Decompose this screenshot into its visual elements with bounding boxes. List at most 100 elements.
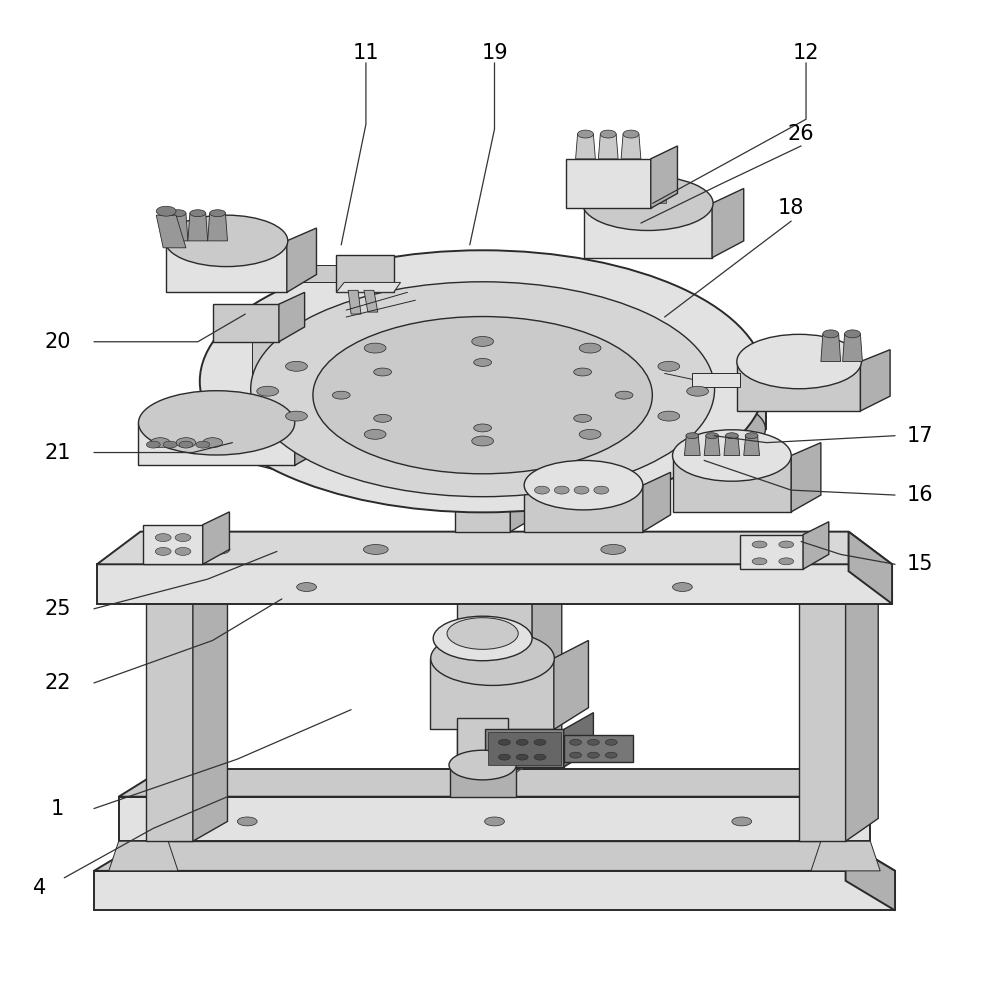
Polygon shape — [692, 373, 740, 387]
Ellipse shape — [155, 534, 171, 542]
Ellipse shape — [170, 210, 186, 217]
Ellipse shape — [578, 130, 593, 138]
Ellipse shape — [823, 330, 839, 338]
Ellipse shape — [753, 541, 767, 548]
Ellipse shape — [364, 343, 386, 353]
Ellipse shape — [570, 739, 582, 745]
Polygon shape — [485, 729, 564, 767]
Ellipse shape — [364, 545, 388, 554]
Polygon shape — [584, 203, 712, 258]
Polygon shape — [576, 134, 595, 159]
Ellipse shape — [605, 752, 617, 758]
Text: 12: 12 — [793, 43, 819, 63]
Polygon shape — [724, 436, 740, 455]
Polygon shape — [336, 255, 394, 292]
Text: 19: 19 — [482, 43, 507, 63]
Ellipse shape — [155, 547, 171, 555]
Polygon shape — [564, 735, 633, 762]
Ellipse shape — [286, 361, 308, 371]
Polygon shape — [193, 577, 227, 841]
Polygon shape — [597, 176, 613, 203]
Polygon shape — [554, 640, 588, 729]
Ellipse shape — [617, 173, 630, 179]
Ellipse shape — [686, 433, 698, 439]
Ellipse shape — [580, 343, 601, 353]
Ellipse shape — [175, 534, 191, 542]
Ellipse shape — [196, 441, 210, 448]
Polygon shape — [208, 213, 227, 241]
Text: 20: 20 — [45, 332, 70, 352]
Ellipse shape — [534, 754, 546, 760]
Polygon shape — [146, 604, 193, 769]
Polygon shape — [740, 535, 803, 569]
Polygon shape — [524, 485, 643, 532]
Text: 21: 21 — [45, 443, 70, 463]
Ellipse shape — [200, 369, 765, 489]
Ellipse shape — [313, 317, 653, 474]
Ellipse shape — [165, 215, 288, 267]
Ellipse shape — [593, 486, 609, 494]
Text: 11: 11 — [353, 43, 379, 63]
Polygon shape — [737, 362, 860, 411]
Ellipse shape — [431, 631, 554, 685]
Polygon shape — [166, 241, 287, 292]
Ellipse shape — [472, 336, 494, 346]
Text: 26: 26 — [788, 124, 814, 144]
Ellipse shape — [179, 441, 193, 448]
Polygon shape — [279, 292, 305, 342]
Text: 1: 1 — [50, 799, 64, 819]
Polygon shape — [791, 443, 821, 512]
Ellipse shape — [441, 410, 524, 448]
Ellipse shape — [535, 486, 550, 494]
Polygon shape — [811, 841, 880, 871]
Polygon shape — [119, 769, 870, 797]
Ellipse shape — [433, 616, 532, 661]
Ellipse shape — [447, 618, 518, 649]
Polygon shape — [744, 436, 760, 455]
Polygon shape — [282, 265, 356, 282]
Ellipse shape — [686, 386, 708, 396]
Ellipse shape — [176, 438, 196, 448]
Text: 25: 25 — [45, 599, 70, 619]
Ellipse shape — [146, 441, 160, 448]
Text: 22: 22 — [45, 673, 70, 693]
Polygon shape — [188, 213, 208, 241]
Ellipse shape — [163, 441, 177, 448]
Ellipse shape — [516, 754, 528, 760]
Ellipse shape — [257, 386, 279, 396]
Polygon shape — [119, 797, 870, 841]
Polygon shape — [94, 841, 895, 871]
Ellipse shape — [623, 130, 639, 138]
Ellipse shape — [374, 368, 392, 376]
Polygon shape — [651, 146, 677, 208]
Ellipse shape — [332, 391, 350, 399]
Polygon shape — [295, 409, 324, 465]
Polygon shape — [704, 436, 720, 455]
Polygon shape — [203, 512, 229, 564]
Polygon shape — [803, 522, 829, 569]
Ellipse shape — [474, 358, 492, 366]
Ellipse shape — [206, 545, 230, 554]
Polygon shape — [821, 334, 841, 362]
Polygon shape — [799, 591, 846, 841]
Polygon shape — [450, 765, 516, 797]
Polygon shape — [146, 591, 193, 782]
Polygon shape — [488, 732, 561, 765]
Ellipse shape — [706, 433, 718, 439]
Polygon shape — [364, 290, 378, 312]
Ellipse shape — [138, 391, 295, 455]
Ellipse shape — [673, 583, 692, 591]
Ellipse shape — [587, 752, 599, 758]
Polygon shape — [633, 176, 649, 203]
Polygon shape — [643, 472, 671, 532]
Ellipse shape — [156, 206, 176, 216]
Ellipse shape — [190, 210, 206, 217]
Ellipse shape — [472, 436, 494, 446]
Polygon shape — [213, 304, 279, 342]
Polygon shape — [849, 532, 892, 604]
Ellipse shape — [746, 433, 758, 439]
Polygon shape — [566, 159, 651, 208]
Ellipse shape — [524, 460, 643, 510]
Ellipse shape — [175, 547, 191, 555]
Polygon shape — [430, 658, 554, 729]
